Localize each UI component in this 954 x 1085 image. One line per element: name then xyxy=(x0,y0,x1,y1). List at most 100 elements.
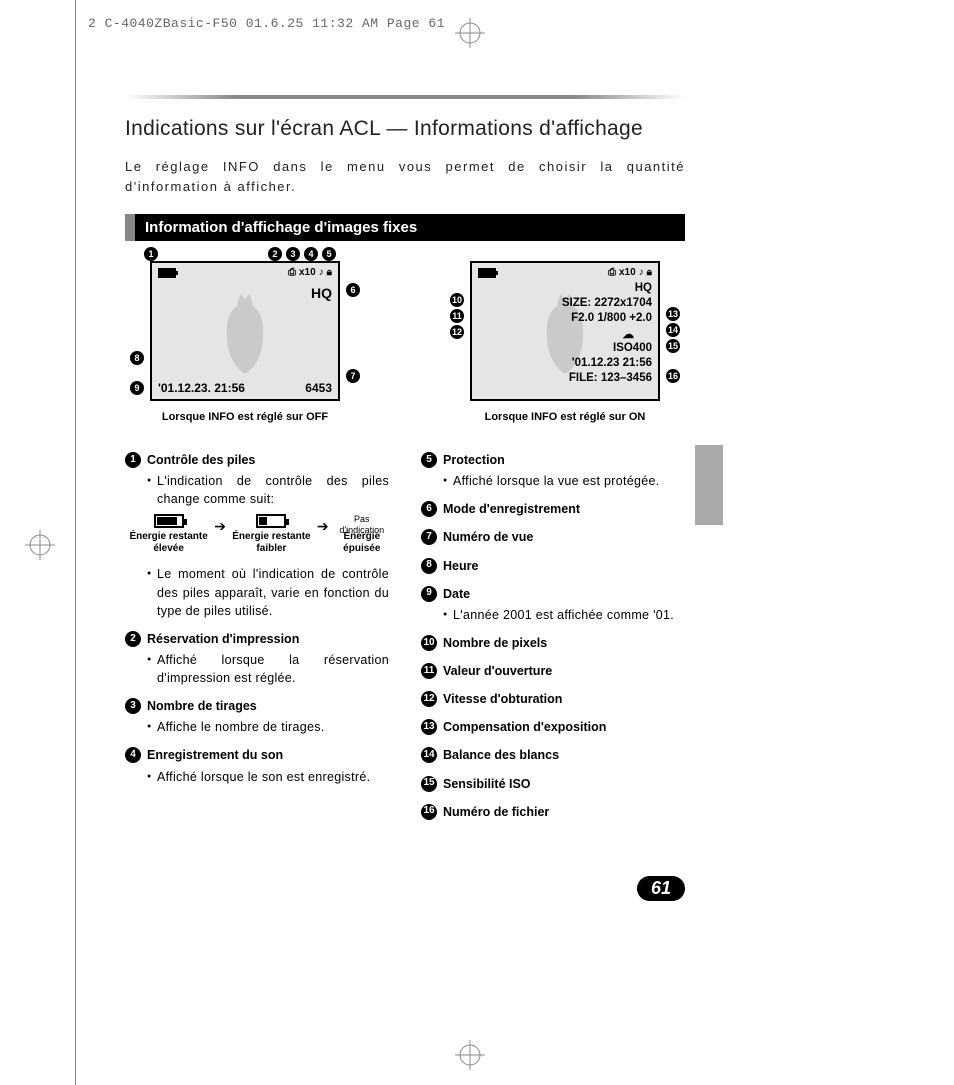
callout-9: 9 xyxy=(130,381,144,395)
item-number: 8 xyxy=(421,558,437,574)
date-label: '01.12.23 21:56 xyxy=(572,357,652,369)
item-title: Protection xyxy=(443,451,505,469)
item-11: 11 Valeur d'ouverture xyxy=(421,662,685,680)
item-desc: L'année 2001 est affichée comme '01. xyxy=(443,606,685,624)
item-4: 4Enregistrement du sonAffiché lorsque le… xyxy=(125,746,389,785)
left-column: 1 Contrôle des piles L'indication de contr… xyxy=(125,451,389,831)
protect-icon: 🔒︎ xyxy=(327,267,332,278)
item-number: 6 xyxy=(421,501,437,517)
item-number: 10 xyxy=(421,635,437,651)
print-header: 2 C-4040ZBasic-F50 01.6.25 11:32 AM Page… xyxy=(88,16,445,31)
item-3: 3 Nombre de tirages Affiche le nombre de t… xyxy=(125,697,389,736)
callout-7: 7 xyxy=(346,369,360,383)
print-icon: ⎙ xyxy=(288,267,296,278)
item-number: 9 xyxy=(421,586,437,602)
wb-icon: ☁ xyxy=(623,327,635,341)
item-title: Réservation d'impression xyxy=(147,630,299,648)
item-number: 14 xyxy=(421,747,437,763)
screen-on-col: ⎙ x10 ♪ 🔒︎ HQ SIZE: 2272x1704 F2.0 1/800… xyxy=(445,261,685,423)
callout-16: 16 xyxy=(666,369,680,383)
item-8: 8 Heure xyxy=(421,557,685,575)
callout-15: 15 xyxy=(666,339,680,353)
item-15: 15 Sensibilité ISO xyxy=(421,775,685,793)
item-12: 12 Vitesse d'obturation xyxy=(421,690,685,708)
registration-mark-icon xyxy=(25,530,55,560)
item-number: 3 xyxy=(125,698,141,714)
callout-11: 11 xyxy=(450,309,464,323)
item-number: 15 xyxy=(421,776,437,792)
count-label: x10 xyxy=(299,267,316,278)
callout-2: 2 xyxy=(268,247,282,261)
item-number: 2 xyxy=(125,631,141,647)
item-title: Vitesse d'obturation xyxy=(443,690,562,708)
frame-number: 6453 xyxy=(305,381,332,395)
size-label: SIZE: 2272x1704 xyxy=(562,297,652,309)
page-title: Indications sur l'écran ACL — Informatio… xyxy=(125,117,685,141)
intro-text: Le réglage INFO dans le menu vous permet… xyxy=(125,157,685,196)
item-number: 12 xyxy=(421,691,437,707)
item-desc: Affiche le nombre de tirages. xyxy=(147,718,389,736)
item-title: Sensibilité ISO xyxy=(443,775,531,793)
item-title: Nombre de tirages xyxy=(147,697,257,715)
item-number: 16 xyxy=(421,804,437,820)
item-title: Date xyxy=(443,585,470,603)
screen-off-caption: Lorsque INFO est réglé sur OFF xyxy=(162,411,328,423)
right-column: 5 Protection Affiché lorsque la vue est pr… xyxy=(421,451,685,831)
item-16: 16 Numéro de fichier xyxy=(421,803,685,821)
page-number: 61 xyxy=(637,876,685,901)
divider xyxy=(125,95,685,99)
item-6: 6 Mode d'enregistrement xyxy=(421,500,685,518)
item-number: 5 xyxy=(421,452,437,468)
item-number: 11 xyxy=(421,663,437,679)
callout-6: 6 xyxy=(346,283,360,297)
callout-12: 12 xyxy=(450,325,464,339)
item-10: 10 Nombre de pixels xyxy=(421,634,685,652)
item-title: Balance des blancs xyxy=(443,746,559,764)
cat-silhouette-icon xyxy=(215,294,275,379)
section-heading: Information d'affichage d'images fixes xyxy=(125,214,685,241)
item-title: Heure xyxy=(443,557,478,575)
protect-icon: 🔒︎ xyxy=(647,267,652,278)
battery-icon xyxy=(158,268,176,278)
item-9: 9 Date L'année 2001 est affichée comme '01… xyxy=(421,585,685,624)
item-title: Mode d'enregistrement xyxy=(443,500,580,518)
registration-mark-icon xyxy=(455,18,485,48)
item-desc: Le moment où l'indication de contrôle de… xyxy=(147,565,389,619)
hq-label: HQ xyxy=(311,285,332,301)
count-label: x10 xyxy=(619,267,636,278)
item-desc: L'indication de contrôle des piles chang… xyxy=(147,472,389,508)
item-desc: Affiché lorsque la vue est protégée. xyxy=(443,472,685,490)
item-title: Enregistrement du son xyxy=(147,746,283,764)
item-number: 4 xyxy=(125,747,141,763)
date-time: '01.12.23. 21:56 xyxy=(158,381,245,395)
item-desc: Affiché lorsque la réservation d'impress… xyxy=(147,651,389,687)
callout-13: 13 xyxy=(666,307,680,321)
hq-label: HQ xyxy=(635,282,652,294)
lcd-screens-row: ⎙ x10 ♪ 🔒︎ HQ '01.12.23. 21:56 6453 1 2 xyxy=(125,261,685,423)
item-title: Valeur d'ouverture xyxy=(443,662,552,680)
callout-10: 10 xyxy=(450,293,464,307)
print-icon: ⎙ xyxy=(608,267,616,278)
item-title: Numéro de fichier xyxy=(443,803,549,821)
iso-label: ISO400 xyxy=(613,342,652,354)
callout-5: 5 xyxy=(322,247,336,261)
item-7: 7 Numéro de vue xyxy=(421,528,685,546)
battery-diagram: Énergie restante élevée➔Énergie restante… xyxy=(125,514,389,555)
side-tab xyxy=(695,445,723,525)
crop-mark xyxy=(75,0,76,1085)
item-5: 5 Protection Affiché lorsque la vue est pr… xyxy=(421,451,685,490)
item-13: 13Compensation d'exposition xyxy=(421,718,685,736)
item-title: Contrôle des piles xyxy=(147,451,255,469)
item-number: 7 xyxy=(421,529,437,545)
item-1: 1 Contrôle des piles L'indication de contr… xyxy=(125,451,389,620)
item-number: 1 xyxy=(125,452,141,468)
battery-icon xyxy=(478,268,496,278)
callout-1: 1 xyxy=(144,247,158,261)
item-title: Nombre de pixels xyxy=(443,634,547,652)
screen-on-caption: Lorsque INFO est réglé sur ON xyxy=(485,411,646,423)
item-title: Numéro de vue xyxy=(443,528,533,546)
registration-mark-icon xyxy=(455,1040,485,1070)
item-14: 14 Balance des blancs xyxy=(421,746,685,764)
page-content: Indications sur l'écran ACL — Informatio… xyxy=(125,95,685,831)
callout-14: 14 xyxy=(666,323,680,337)
